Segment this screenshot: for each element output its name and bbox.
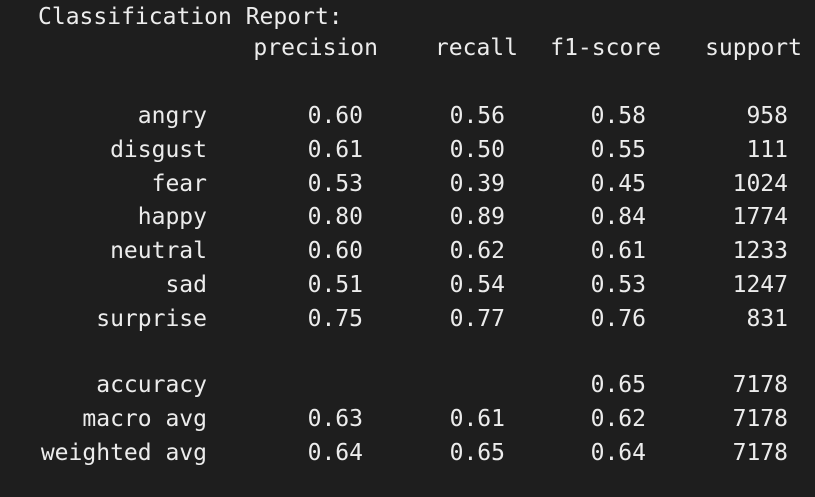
row-label: happy bbox=[137, 204, 207, 230]
recall-value: 0.50 bbox=[449, 137, 505, 163]
support-value: 111 bbox=[746, 137, 788, 163]
support-value: 958 bbox=[746, 103, 788, 129]
f1-score-value: 0.45 bbox=[590, 171, 646, 197]
row-label: disgust bbox=[110, 137, 207, 163]
recall-value: 0.61 bbox=[449, 406, 505, 432]
row-label: neutral bbox=[110, 238, 207, 264]
support-value: 1024 bbox=[732, 171, 788, 197]
support-value: 7178 bbox=[732, 406, 788, 432]
f1-score-value: 0.53 bbox=[590, 272, 646, 298]
f1-score-value: 0.55 bbox=[590, 137, 646, 163]
recall-value: 0.56 bbox=[449, 103, 505, 129]
row-label: sad bbox=[165, 272, 207, 298]
recall-value: 0.62 bbox=[449, 238, 505, 264]
recall-value: 0.65 bbox=[449, 440, 505, 466]
header-precision: precision bbox=[253, 35, 378, 61]
precision-value: 0.60 bbox=[307, 103, 363, 129]
recall-value: 0.89 bbox=[449, 204, 505, 230]
f1-score-value: 0.61 bbox=[590, 238, 646, 264]
precision-value: 0.63 bbox=[307, 406, 363, 432]
f1-score-value: 0.58 bbox=[590, 103, 646, 129]
f1-score-value: 0.65 bbox=[590, 372, 646, 398]
precision-value: 0.61 bbox=[307, 137, 363, 163]
row-label: weighted avg bbox=[40, 440, 207, 466]
header-recall: recall bbox=[434, 35, 518, 61]
precision-value: 0.75 bbox=[307, 306, 363, 332]
report-title: Classification Report: bbox=[38, 4, 343, 30]
precision-value: 0.53 bbox=[307, 171, 363, 197]
recall-value: 0.77 bbox=[449, 306, 505, 332]
recall-value: 0.39 bbox=[449, 171, 505, 197]
support-value: 7178 bbox=[732, 372, 788, 398]
precision-value: 0.80 bbox=[307, 204, 363, 230]
f1-score-value: 0.84 bbox=[590, 204, 646, 230]
support-value: 831 bbox=[746, 306, 788, 332]
support-value: 1774 bbox=[732, 204, 788, 230]
header-support: support bbox=[705, 35, 802, 61]
precision-value: 0.51 bbox=[307, 272, 363, 298]
f1-score-value: 0.64 bbox=[590, 440, 646, 466]
precision-value: 0.60 bbox=[307, 238, 363, 264]
f1-score-value: 0.76 bbox=[590, 306, 646, 332]
f1-score-value: 0.62 bbox=[590, 406, 646, 432]
support-value: 7178 bbox=[732, 440, 788, 466]
support-value: 1233 bbox=[732, 238, 788, 264]
recall-value: 0.54 bbox=[449, 272, 505, 298]
row-label: fear bbox=[151, 171, 207, 197]
row-label: angry bbox=[137, 103, 207, 129]
precision-value: 0.64 bbox=[307, 440, 363, 466]
row-label: surprise bbox=[96, 306, 207, 332]
support-value: 1247 bbox=[732, 272, 788, 298]
row-label: macro avg bbox=[82, 406, 207, 432]
header-f1-score: f1-score bbox=[550, 35, 661, 61]
row-label: accuracy bbox=[96, 372, 207, 398]
